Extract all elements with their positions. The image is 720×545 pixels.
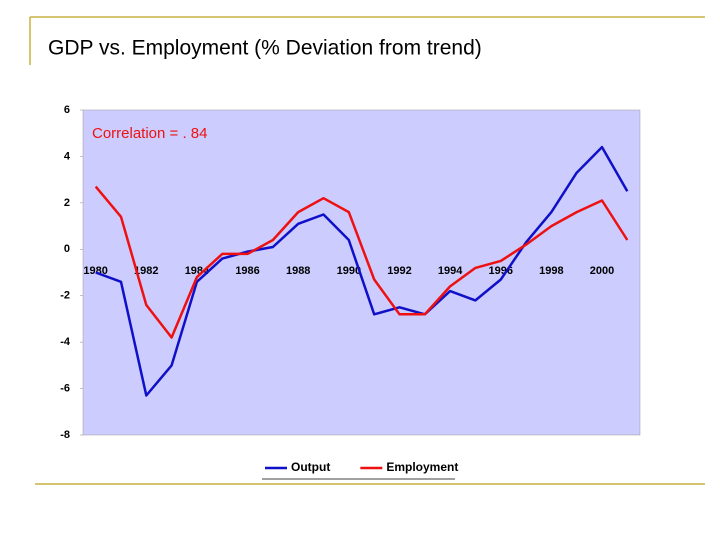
legend-label: Employment (386, 460, 458, 474)
y-tick-label: -4 (60, 336, 71, 348)
x-tick-label: 1996 (489, 265, 513, 277)
y-tick-label: -8 (60, 429, 70, 441)
x-tick-label: 1988 (286, 265, 310, 277)
x-tick-label: 1986 (235, 265, 259, 277)
slide-title: GDP vs. Employment (% Deviation from tre… (48, 37, 482, 60)
x-tick-label: 1998 (539, 265, 563, 277)
y-tick-label: -6 (60, 382, 70, 394)
line-series (94, 185, 629, 339)
y-tick-label: -2 (60, 290, 70, 302)
x-tick-label: 1994 (438, 265, 463, 277)
x-tick-label: 1992 (387, 265, 411, 277)
y-tick-label: 0 (64, 243, 70, 255)
x-tick-label: 2000 (590, 265, 614, 277)
y-tick-label: 6 (64, 104, 70, 116)
x-tick-label: 1990 (337, 265, 361, 277)
plot-area (82, 109, 641, 436)
y-tick-label: 4 (64, 150, 71, 162)
annotation: Correlation = . 84 (92, 125, 207, 142)
legend-label: Output (291, 460, 330, 474)
x-tick-label: 1982 (134, 265, 158, 277)
y-tick-label: 2 (64, 197, 70, 209)
line-series (95, 145, 629, 397)
